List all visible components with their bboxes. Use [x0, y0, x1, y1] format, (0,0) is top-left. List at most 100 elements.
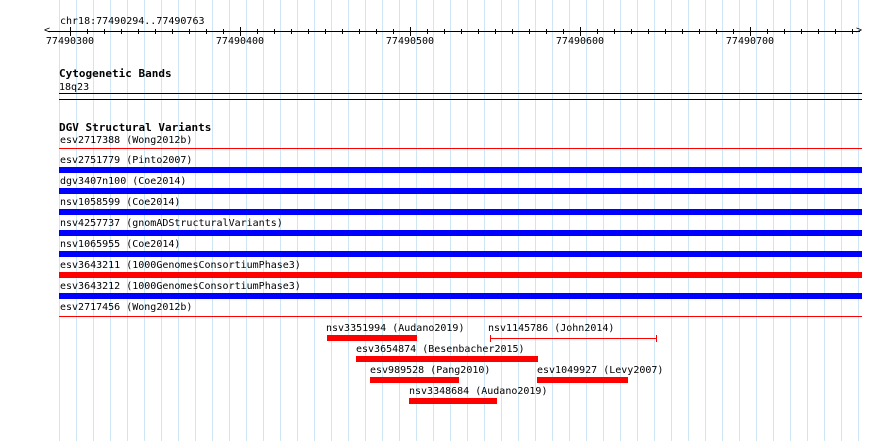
grid-line — [739, 0, 740, 441]
ruler-minor-tick — [665, 29, 666, 34]
ruler-tick-label: 77490500 — [385, 36, 435, 47]
grid-line — [331, 0, 332, 441]
feature-label: esv989528 (Pang2010) — [370, 365, 491, 376]
feature-bar[interactable] — [59, 251, 862, 257]
feature-interval-line[interactable] — [490, 338, 657, 339]
feature-bar[interactable] — [59, 148, 862, 149]
feature-bar[interactable] — [356, 356, 538, 362]
ruler-minor-tick — [801, 29, 802, 34]
ruler-minor-tick — [818, 29, 819, 34]
grid-line — [688, 0, 689, 441]
feature-bar[interactable] — [409, 398, 497, 404]
feature-bar[interactable] — [59, 188, 862, 194]
ruler-minor-tick — [699, 29, 700, 34]
feature-bar[interactable] — [370, 377, 459, 383]
feature-label: nsv1145786 (John2014) — [488, 323, 615, 334]
ruler-minor-tick — [716, 29, 717, 34]
feature-bar[interactable] — [59, 272, 862, 278]
ruler-major-tick — [750, 27, 751, 36]
ruler-minor-tick — [597, 29, 598, 34]
ruler-major-tick — [580, 27, 581, 36]
feature-label: esv3654874 (Besenbacher2015) — [356, 344, 525, 355]
grid-line — [790, 0, 791, 441]
ruler-minor-tick — [393, 29, 394, 34]
ruler-minor-tick — [733, 29, 734, 34]
ruler-minor-tick — [155, 29, 156, 34]
feature-label: esv1049927 (Levy2007) — [537, 365, 664, 376]
ruler-tick-label: 77490700 — [725, 36, 775, 47]
feature-label: nsv4257737 (gnomADStructuralVariants) — [60, 218, 283, 229]
ruler-minor-tick — [427, 29, 428, 34]
ruler-minor-tick — [478, 29, 479, 34]
ruler-minor-tick — [172, 29, 173, 34]
grid-line — [535, 0, 536, 441]
ruler-minor-tick — [444, 29, 445, 34]
feature-label: esv2717388 (Wong2012b) — [60, 135, 193, 146]
grid-line — [722, 0, 723, 441]
ruler-minor-tick — [614, 29, 615, 34]
feature-bar[interactable] — [59, 230, 862, 236]
ruler-minor-tick — [308, 29, 309, 34]
feature-label: esv2717456 (Wong2012b) — [60, 302, 193, 313]
ruler-minor-tick — [648, 29, 649, 34]
ruler-minor-tick — [325, 29, 326, 34]
feature-interval-end-cap — [656, 335, 657, 342]
ruler-minor-tick — [546, 29, 547, 34]
track-title-dgv[interactable]: DGV Structural Variants — [59, 121, 212, 134]
feature-label: esv2751779 (Pinto2007) — [60, 155, 193, 166]
feature-bar[interactable] — [537, 377, 628, 383]
feature-interval-start-cap — [490, 335, 491, 342]
feature-bar[interactable] — [59, 167, 862, 173]
ruler-minor-tick — [87, 29, 88, 34]
ruler-major-tick — [70, 27, 71, 36]
feature-bar[interactable] — [59, 293, 862, 299]
ruler-minor-tick — [121, 29, 122, 34]
grid-line — [365, 0, 366, 441]
ruler-axis — [48, 31, 860, 32]
track-title-cytobands[interactable]: Cytogenetic Bands — [59, 67, 172, 80]
ruler-minor-tick — [682, 29, 683, 34]
ruler-tick-label: 77490400 — [215, 36, 265, 47]
cytoband-top-line — [59, 93, 862, 94]
ruler-minor-tick — [563, 29, 564, 34]
feature-bar[interactable] — [59, 209, 862, 215]
grid-line — [348, 0, 349, 441]
grid-line — [705, 0, 706, 441]
grid-line — [824, 0, 825, 441]
ruler-minor-tick — [631, 29, 632, 34]
location-label: chr18:77490294..77490763 — [60, 16, 205, 27]
grid-line — [773, 0, 774, 441]
grid-line — [297, 0, 298, 441]
feature-label: dgv3407n100 (Coe2014) — [60, 176, 187, 187]
feature-label: esv3643211 (1000GenomesConsortiumPhase3) — [60, 260, 301, 271]
feature-label: nsv3348684 (Audano2019) — [409, 386, 548, 397]
cytoband-bottom-line — [59, 99, 862, 100]
ruler-minor-tick — [291, 29, 292, 34]
feature-bar[interactable] — [327, 335, 417, 341]
grid-line — [858, 0, 859, 441]
ruler-major-tick — [410, 27, 411, 36]
ruler-tick-label: 77490300 — [45, 36, 95, 47]
ruler-minor-tick — [767, 29, 768, 34]
ruler-minor-tick — [206, 29, 207, 34]
grid-line — [841, 0, 842, 441]
ruler-minor-tick — [189, 29, 190, 34]
ruler-minor-tick — [376, 29, 377, 34]
grid-line — [807, 0, 808, 441]
ruler-minor-tick — [274, 29, 275, 34]
ruler-left-arrow-icon: < — [44, 25, 51, 36]
feature-label: nsv3351994 (Audano2019) — [326, 323, 465, 334]
ruler-right-arrow-icon: > — [856, 25, 863, 36]
ruler-minor-tick — [461, 29, 462, 34]
ruler-minor-tick — [257, 29, 258, 34]
ruler-minor-tick — [529, 29, 530, 34]
feature-bar[interactable] — [59, 316, 862, 317]
ruler-minor-tick — [835, 29, 836, 34]
ruler-minor-tick — [223, 29, 224, 34]
ruler-tick-label: 77490600 — [555, 36, 605, 47]
grid-line — [671, 0, 672, 441]
grid-line — [518, 0, 519, 441]
ruler-major-tick — [240, 27, 241, 36]
feature-label: nsv1058599 (Coe2014) — [60, 197, 181, 208]
feature-label: esv3643212 (1000GenomesConsortiumPhase3) — [60, 281, 301, 292]
